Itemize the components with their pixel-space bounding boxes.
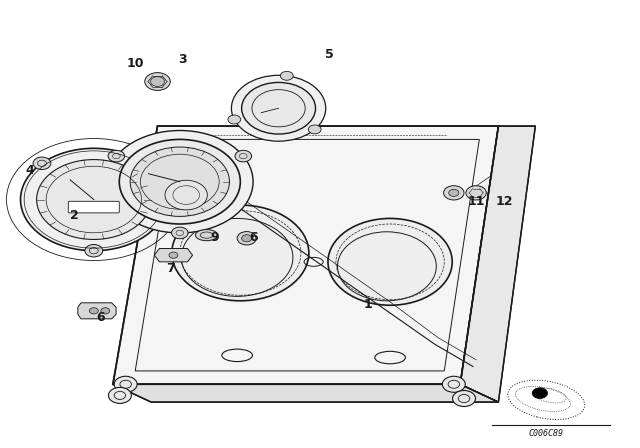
Text: 12: 12: [496, 195, 513, 208]
Circle shape: [449, 189, 459, 196]
Text: 3: 3: [179, 53, 188, 66]
Circle shape: [20, 148, 167, 251]
Text: 11: 11: [467, 195, 485, 208]
Circle shape: [169, 252, 178, 258]
Circle shape: [172, 227, 188, 239]
Circle shape: [444, 186, 464, 200]
Polygon shape: [113, 384, 499, 402]
Circle shape: [137, 157, 154, 169]
Circle shape: [33, 157, 51, 169]
Circle shape: [532, 388, 547, 399]
Ellipse shape: [328, 219, 452, 305]
Ellipse shape: [172, 205, 309, 301]
Text: 7: 7: [166, 262, 175, 275]
Circle shape: [130, 147, 230, 216]
Polygon shape: [154, 249, 193, 262]
Circle shape: [114, 376, 137, 392]
Circle shape: [235, 151, 252, 162]
Text: 9: 9: [211, 231, 219, 244]
Circle shape: [106, 130, 253, 233]
Text: 6: 6: [96, 311, 104, 324]
Circle shape: [165, 180, 207, 210]
Text: 6: 6: [249, 231, 257, 244]
Text: 4: 4: [26, 164, 35, 177]
Circle shape: [242, 82, 316, 134]
Circle shape: [280, 71, 293, 80]
Circle shape: [228, 115, 241, 124]
Circle shape: [308, 125, 321, 134]
Circle shape: [108, 388, 131, 404]
Text: 5: 5: [325, 48, 334, 61]
Ellipse shape: [195, 229, 218, 241]
Circle shape: [466, 186, 486, 200]
Circle shape: [100, 308, 109, 314]
Circle shape: [442, 376, 465, 392]
Polygon shape: [78, 303, 116, 319]
Polygon shape: [113, 126, 499, 384]
Circle shape: [232, 75, 326, 141]
Text: 2: 2: [70, 209, 79, 222]
Circle shape: [150, 77, 164, 86]
Circle shape: [36, 159, 151, 239]
Ellipse shape: [242, 235, 252, 242]
Text: 1: 1: [364, 297, 372, 310]
Text: 10: 10: [127, 57, 144, 70]
Circle shape: [90, 308, 99, 314]
Circle shape: [108, 151, 125, 162]
Circle shape: [452, 391, 476, 406]
Circle shape: [85, 245, 102, 257]
FancyBboxPatch shape: [68, 201, 119, 213]
Text: C006C89: C006C89: [529, 429, 564, 438]
Ellipse shape: [237, 232, 256, 245]
Polygon shape: [460, 126, 536, 402]
Circle shape: [119, 139, 241, 224]
Circle shape: [145, 73, 170, 90]
